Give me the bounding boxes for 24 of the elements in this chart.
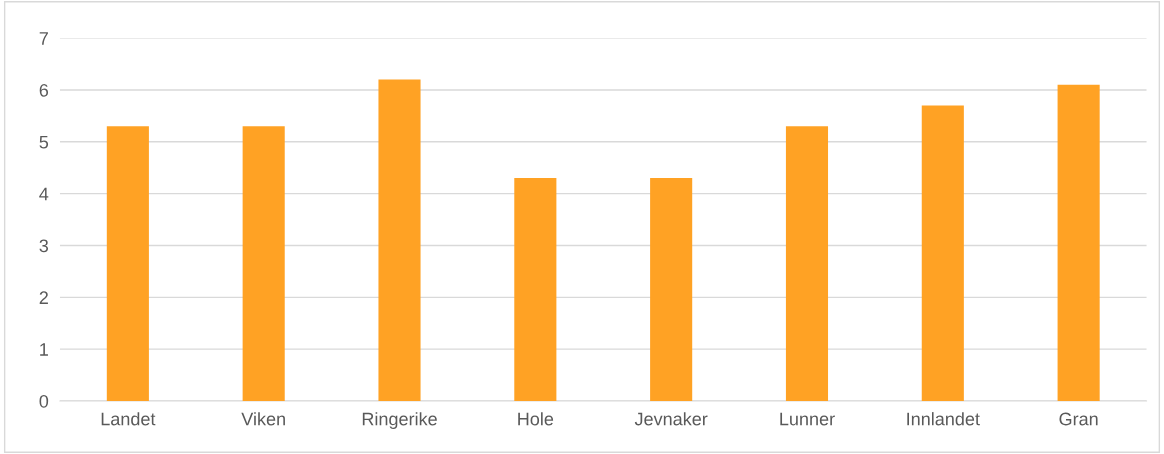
x-tick-label: Landet <box>101 412 156 426</box>
x-tick-label: Viken <box>241 412 285 426</box>
y-tick-label: 1 <box>40 343 48 356</box>
bar <box>106 126 149 402</box>
x-tick-label: Lunner <box>780 412 835 426</box>
y-tick-label: 7 <box>39 32 48 45</box>
y-tick-label: 4 <box>39 187 49 201</box>
bar <box>785 126 829 402</box>
y-tick-label: 0 <box>39 394 49 408</box>
bar <box>242 126 285 402</box>
bar <box>1057 84 1100 402</box>
bar <box>514 178 557 402</box>
y-tick-label: 6 <box>39 83 49 97</box>
x-tick-label: Ringerike <box>362 412 437 429</box>
x-tick-label: Gran <box>1059 412 1098 426</box>
x-tick-label: Innlandet <box>907 412 980 426</box>
y-tick-label: 3 <box>39 239 49 253</box>
x-tick-label: Hole <box>518 412 554 426</box>
y-tick-label: 5 <box>39 135 49 149</box>
x-tick-label: Jevnaker <box>634 412 708 426</box>
bar <box>650 178 693 402</box>
bar <box>378 79 421 402</box>
y-tick-label: 2 <box>39 291 48 304</box>
bar <box>921 105 964 402</box>
